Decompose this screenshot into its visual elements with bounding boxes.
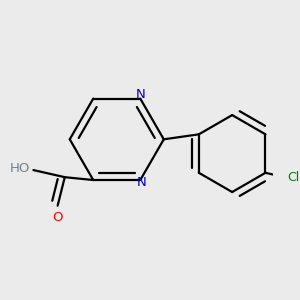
Text: HO: HO	[10, 162, 31, 175]
Text: N: N	[135, 88, 145, 101]
Text: Cl: Cl	[287, 171, 299, 184]
Text: N: N	[137, 176, 147, 189]
Text: O: O	[52, 212, 63, 224]
